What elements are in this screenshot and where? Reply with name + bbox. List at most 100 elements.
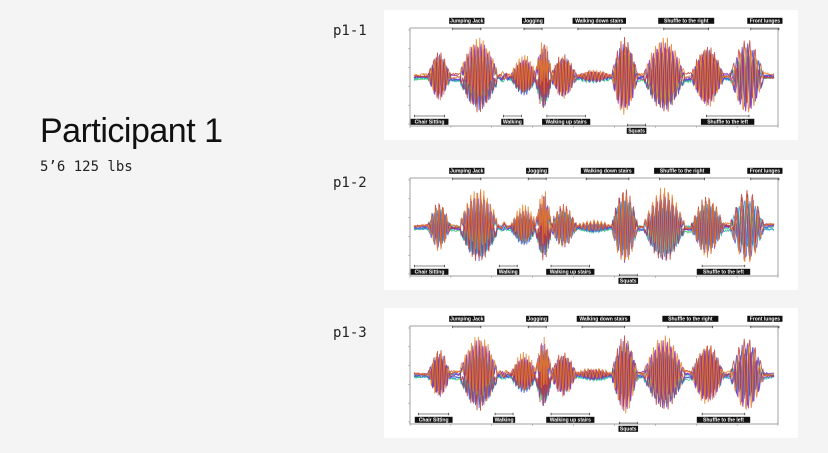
- activity-label-bg: [658, 17, 715, 24]
- activity-label-jumping-jack: Jumping Jack: [449, 315, 485, 329]
- series-line-7: [414, 335, 775, 411]
- activity-label-bg: [449, 315, 485, 322]
- activity-label-text: Walking up stairs: [550, 417, 591, 423]
- activity-label-text: Shuffle to the right: [660, 168, 705, 174]
- series-line-7: [413, 36, 775, 113]
- activity-label-text: Jumping Jack: [450, 168, 484, 174]
- chart-panel-p1-2: Jumping Jack Jogging Walking down stairs Sh…: [384, 160, 798, 290]
- activity-label-bg: [654, 167, 711, 174]
- activity-label-walking: Walking: [492, 412, 516, 423]
- activity-label-front-lunges: Front lunges: [747, 167, 783, 181]
- activity-label-bg: [501, 118, 524, 125]
- activity-label-bg: [410, 118, 449, 125]
- activity-label-text: Front lunges: [750, 316, 780, 322]
- series-line-8: [413, 335, 775, 414]
- plot-frame: [409, 177, 779, 277]
- activity-label-bg: [572, 17, 626, 24]
- activity-label-bg: [618, 425, 639, 432]
- activity-label-bg: [696, 268, 751, 275]
- activity-label-text: Walking down stairs: [575, 18, 623, 24]
- series-line-8: [413, 187, 775, 263]
- participant-title: Participant 1: [40, 112, 223, 150]
- activity-label-front-lunges: Front lunges: [747, 315, 783, 329]
- activity-label-walking-up-stairs: Walking up stairs: [546, 264, 595, 275]
- activity-label-bg: [580, 167, 635, 174]
- activity-label-walking: Walking: [501, 114, 524, 125]
- activity-label-shuffle-to-the-right: Shuffle to the right: [654, 167, 711, 181]
- activity-label-text: Jumping Jack: [450, 316, 484, 322]
- activity-label-bg: [626, 127, 647, 134]
- activity-label-text: Walking: [495, 417, 514, 423]
- activity-label-walking-down-stairs: Walking down stairs: [572, 17, 626, 31]
- series-line-8: [413, 37, 775, 115]
- activity-label-text: Shuffle to the right: [664, 18, 709, 24]
- activity-label-text: Shuffle to the left: [703, 269, 744, 275]
- activity-label-text: Jumping Jack: [450, 18, 484, 24]
- activity-label-bg: [747, 167, 783, 174]
- chart-p1-3: Jumping Jack Jogging Walking down stairs Sh…: [408, 315, 783, 432]
- activity-label-bg: [618, 277, 639, 284]
- activity-label-text: Walking down stairs: [579, 316, 627, 322]
- activity-label-shuffle-to-the-left: Shuffle to the left: [700, 114, 755, 125]
- activity-label-text: Jogging: [523, 18, 542, 24]
- activity-label-bg: [449, 17, 485, 24]
- activity-label-text: Walking: [503, 119, 522, 125]
- chart-p1-1: Jumping Jack Jogging Walking down stairs Sh…: [408, 17, 783, 134]
- activity-label-shuffle-to-the-left: Shuffle to the left: [696, 264, 751, 275]
- activity-label-bg: [526, 315, 549, 322]
- activity-label-text: Front lunges: [750, 18, 780, 24]
- activity-label-text: Front lunges: [750, 168, 780, 174]
- activity-label-walking-down-stairs: Walking down stairs: [576, 315, 631, 329]
- plot-frame: [409, 325, 779, 425]
- activity-label-bg: [696, 416, 751, 423]
- activity-label-text: Jogging: [527, 168, 546, 174]
- activity-label-bg: [576, 315, 631, 322]
- activity-label-front-lunges: Front lunges: [747, 17, 783, 31]
- activity-label-bg: [492, 416, 516, 423]
- activity-label-bg: [700, 118, 755, 125]
- activity-label-text: Shuffle to the left: [703, 417, 744, 423]
- activity-label-text: Chair Sitting: [415, 119, 445, 125]
- activity-label-chair-sitting: Chair Sitting: [410, 264, 449, 275]
- activity-label-text: Squats: [628, 128, 645, 134]
- activity-label-jogging: Jogging: [521, 17, 545, 31]
- activity-label-text: Walking down stairs: [583, 168, 631, 174]
- activity-label-bg: [747, 315, 783, 322]
- run-label-p1-3: p1-3: [333, 325, 367, 341]
- activity-label-text: Walking: [499, 269, 518, 275]
- activity-label-bg: [546, 268, 595, 275]
- plot-frame: [409, 27, 779, 127]
- activity-label-shuffle-to-the-right: Shuffle to the right: [662, 315, 719, 329]
- activity-label-squats: Squats: [626, 123, 647, 134]
- activity-label-bg: [662, 315, 719, 322]
- activity-label-walking-up-stairs: Walking up stairs: [546, 412, 595, 423]
- activity-label-text: Chair Sitting: [415, 269, 445, 275]
- chart-panel-p1-3: Jumping Jack Jogging Walking down stairs Sh…: [384, 308, 798, 438]
- activity-label-text: Walking up stairs: [546, 119, 587, 125]
- run-label-p1-2: p1-2: [333, 175, 367, 191]
- activity-label-walking-down-stairs: Walking down stairs: [580, 167, 635, 181]
- activity-label-chair-sitting: Chair Sitting: [410, 114, 449, 125]
- run-label-p1-1: p1-1: [333, 23, 367, 39]
- activity-label-text: Shuffle to the right: [668, 316, 713, 322]
- activity-label-walking-up-stairs: Walking up stairs: [542, 114, 591, 125]
- activity-label-bg: [449, 167, 485, 174]
- activity-label-jumping-jack: Jumping Jack: [449, 167, 485, 181]
- activity-label-chair-sitting: Chair Sitting: [414, 412, 453, 423]
- activity-label-text: Walking up stairs: [550, 269, 591, 275]
- activity-label-jogging: Jogging: [526, 315, 549, 329]
- activity-label-text: Squats: [620, 426, 637, 432]
- activity-label-bg: [497, 268, 520, 275]
- activity-label-squats: Squats: [618, 421, 639, 432]
- activity-label-walking: Walking: [497, 264, 520, 275]
- chart-panel-p1-1: Jumping Jack Jogging Walking down stairs Sh…: [384, 10, 798, 140]
- activity-label-text: Chair Sitting: [419, 417, 449, 423]
- activity-label-bg: [521, 17, 545, 24]
- activity-label-text: Shuffle to the left: [707, 119, 748, 125]
- activity-label-bg: [414, 416, 453, 423]
- activity-label-bg: [546, 416, 595, 423]
- activity-label-bg: [747, 17, 783, 24]
- activity-label-text: Jogging: [527, 316, 546, 322]
- activity-label-jogging: Jogging: [526, 167, 549, 181]
- chart-p1-2: Jumping Jack Jogging Walking down stairs Sh…: [408, 167, 783, 284]
